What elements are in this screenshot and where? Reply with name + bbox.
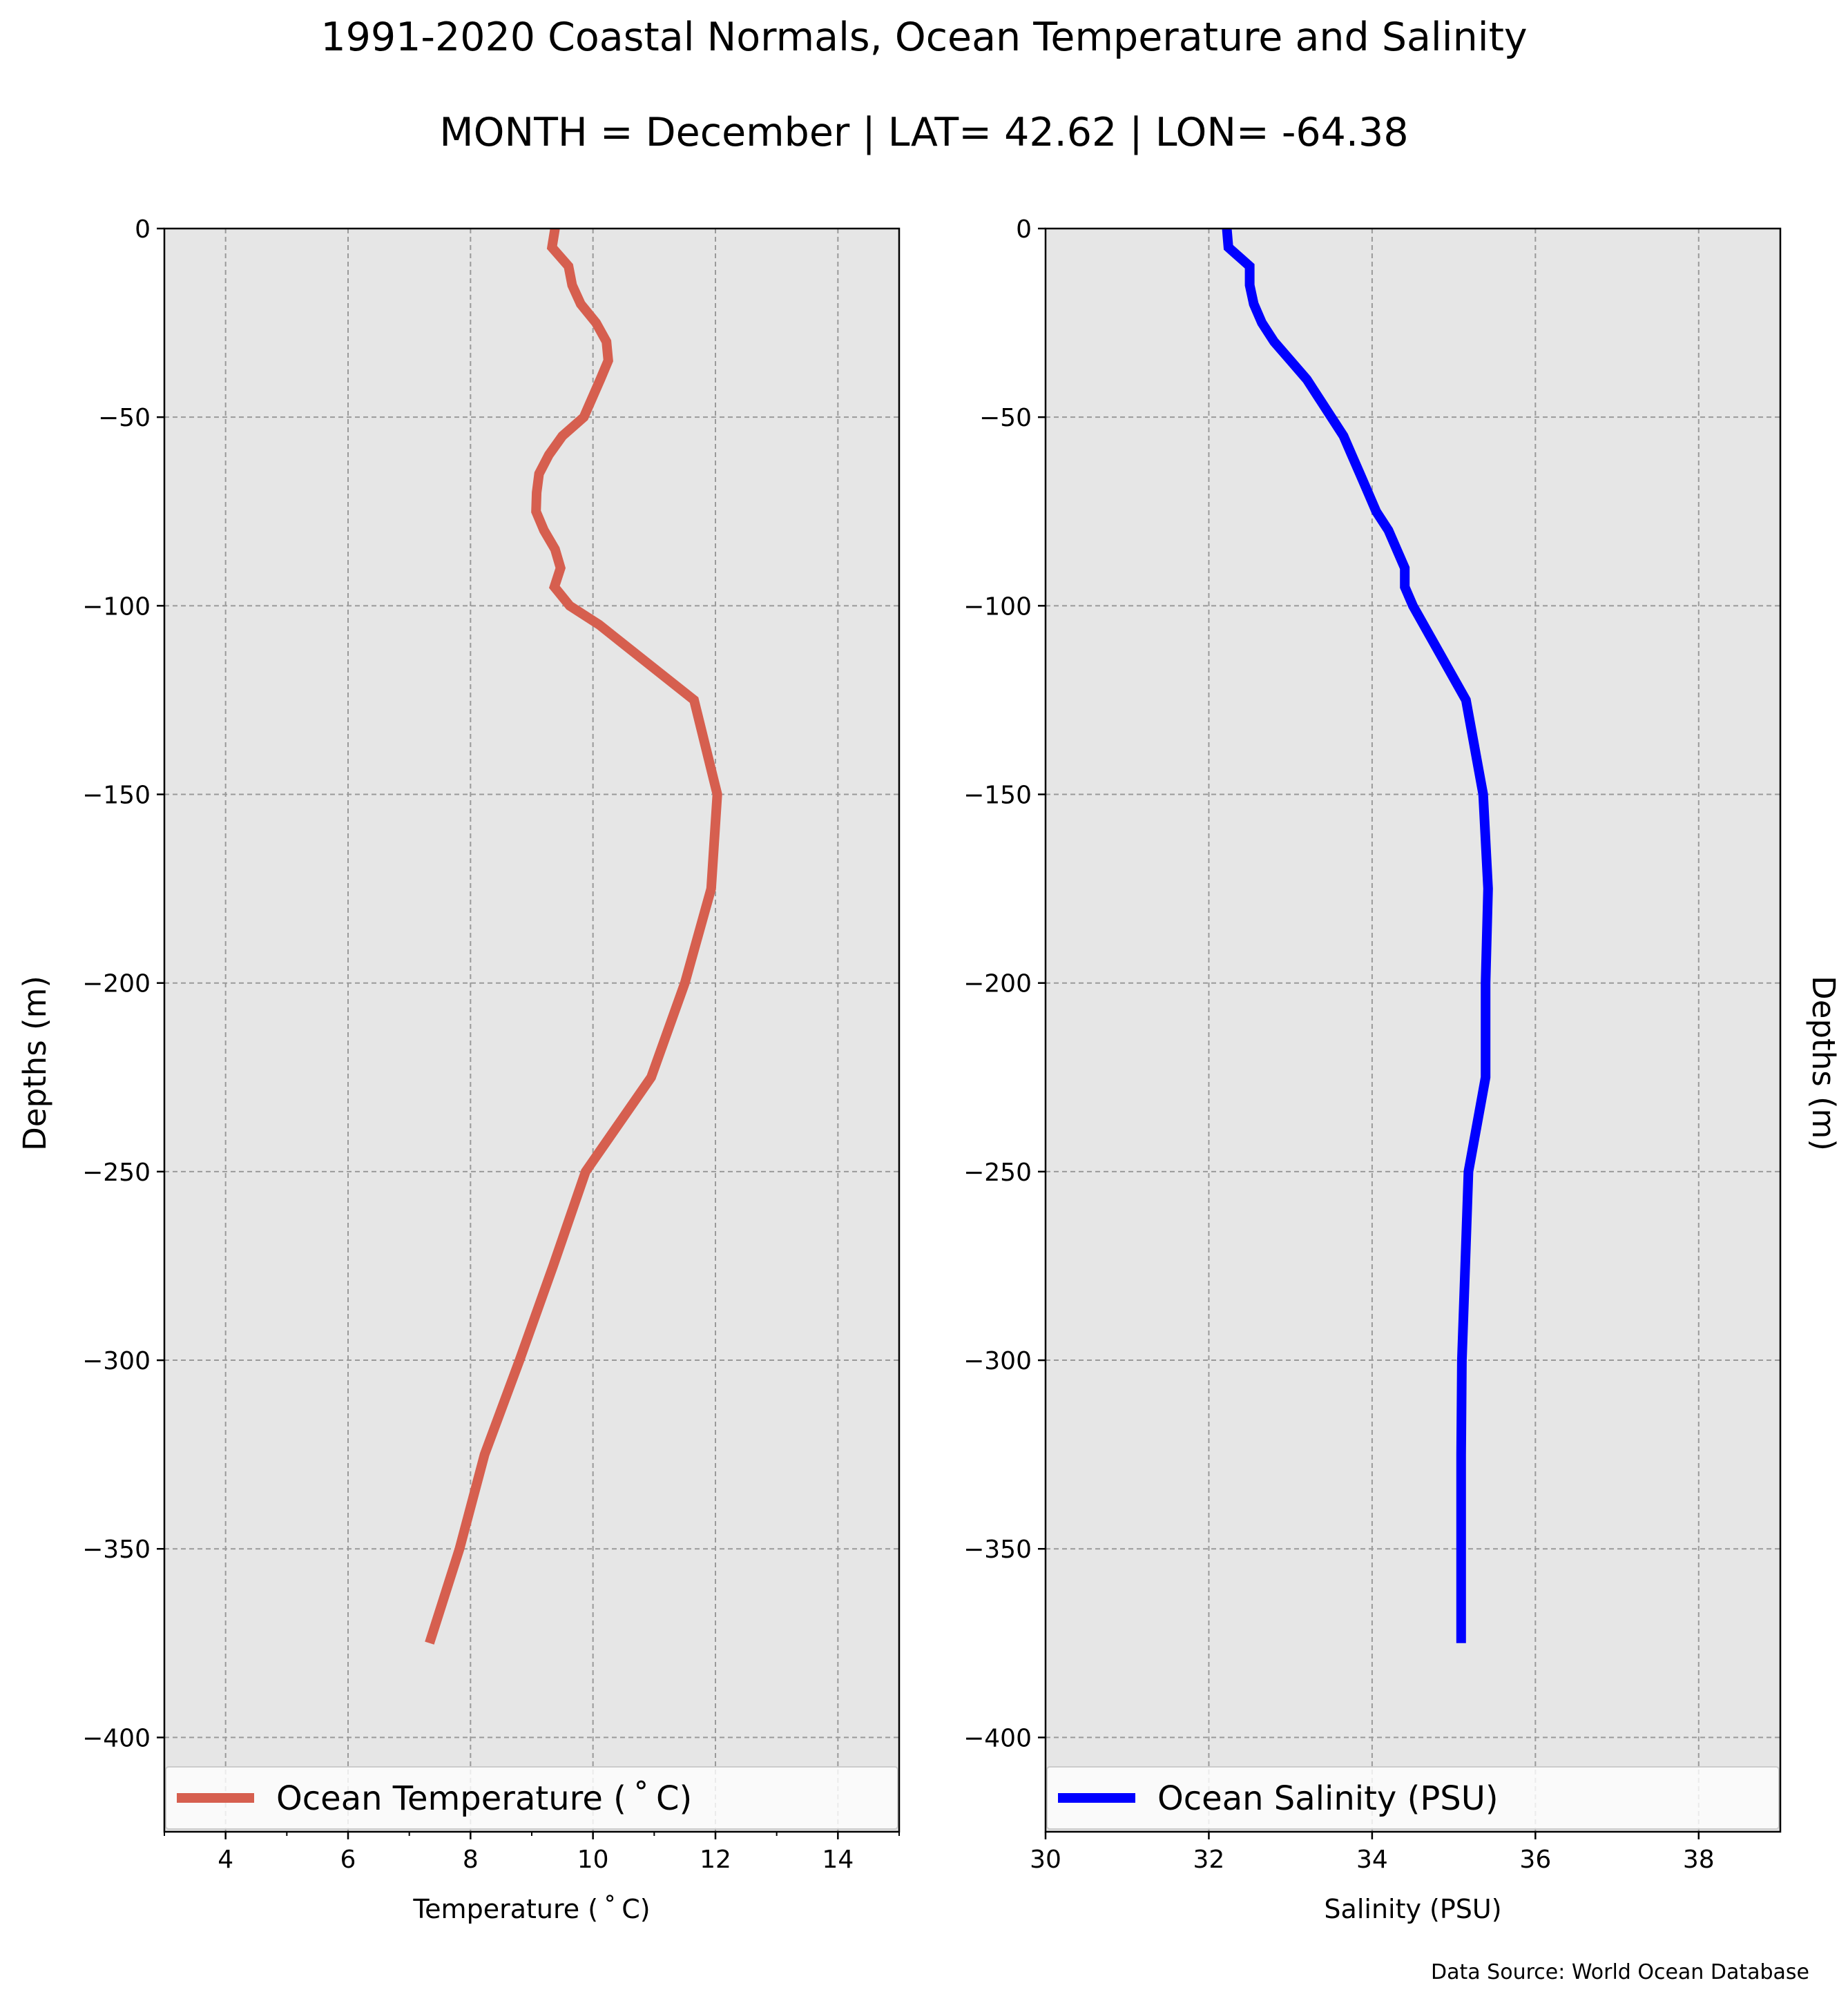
plot-background <box>164 229 899 1832</box>
depth-label-left: Depths (m) <box>17 976 53 1151</box>
y-tick-label: −250 <box>82 1159 151 1187</box>
x-tick-label: 8 <box>463 1846 479 1874</box>
data-point <box>1367 492 1368 493</box>
data-point <box>1249 284 1250 285</box>
data-point <box>568 266 569 267</box>
y-tick-label: −150 <box>82 782 151 810</box>
x-axis-label: Salinity (PSU) <box>1324 1894 1501 1924</box>
data-point <box>606 341 607 342</box>
data-point <box>484 1454 485 1455</box>
figure-subtitle: MONTH = December | LAT= 42.62 | LON= -64… <box>439 110 1408 155</box>
data-point <box>693 699 694 700</box>
x-tick-label: 4 <box>218 1846 233 1874</box>
y-tick-label: −350 <box>82 1536 151 1564</box>
data-point <box>548 454 549 455</box>
x-tick-label: 14 <box>822 1846 854 1874</box>
y-tick-label: −200 <box>82 970 151 998</box>
data-point <box>596 322 597 323</box>
x-tick-label: 32 <box>1193 1846 1225 1874</box>
legend: Ocean Salinity (PSU) <box>1046 1766 1780 1830</box>
data-point <box>1468 1171 1469 1172</box>
x-axis-label: Temperature ( ˚ C) <box>412 1894 650 1924</box>
x-tick-label: 12 <box>700 1846 731 1874</box>
y-tick-label: −300 <box>963 1347 1032 1375</box>
y-tick-label: −350 <box>963 1536 1032 1564</box>
data-point <box>519 1360 520 1361</box>
data-point <box>543 530 544 531</box>
y-tick-label: 0 <box>135 215 151 244</box>
y-tick-label: −150 <box>963 782 1032 810</box>
temperature-panel: Ocean Temperature ( ˚ C) 0 −50 −100 −150 −200… <box>82 215 901 1924</box>
x-tick-label: 38 <box>1683 1846 1715 1874</box>
y-tick-label: −400 <box>82 1724 151 1752</box>
x-tick-label: 36 <box>1519 1846 1551 1874</box>
legend-label: Ocean Temperature ( ˚ C) <box>276 1779 692 1818</box>
y-tick-label: 0 <box>1016 215 1032 244</box>
data-point <box>536 511 537 512</box>
data-point <box>554 587 555 588</box>
data-point <box>600 379 601 380</box>
legend: Ocean Temperature ( ˚ C) <box>165 1766 898 1830</box>
data-source-note: Data Source: World Ocean Database <box>1431 1960 1809 1984</box>
data-point <box>1290 360 1291 361</box>
x-tick-label: 6 <box>340 1846 356 1874</box>
legend-box <box>165 1766 898 1830</box>
x-tick-label: 34 <box>1356 1846 1388 1874</box>
data-point <box>1461 1360 1462 1361</box>
y-tick-label: −50 <box>979 404 1032 432</box>
data-point <box>1465 699 1466 700</box>
y-tick-label: −400 <box>963 1724 1032 1752</box>
data-point <box>1351 454 1352 455</box>
y-tick-label: −100 <box>82 592 151 621</box>
y-tick-label: −50 <box>98 404 151 432</box>
legend-box <box>1046 1766 1780 1830</box>
series-line-ocean-salinity-psu <box>1222 228 1493 1643</box>
y-tick-label: −250 <box>963 1159 1032 1187</box>
plot-background <box>1046 229 1780 1832</box>
x-tick-label: 30 <box>1030 1846 1061 1874</box>
data-point <box>1485 1077 1486 1078</box>
series-line-ocean-temperature-c <box>425 227 722 1645</box>
depth-label-right: Depths (m) <box>1805 976 1842 1151</box>
data-point <box>1388 530 1389 531</box>
x-tick-label: 10 <box>577 1846 609 1874</box>
y-tick-label: −100 <box>963 592 1032 621</box>
data-point <box>1274 341 1275 342</box>
data-point <box>717 794 718 795</box>
figure-title: 1991-2020 Coastal Normals, Ocean Tempera… <box>320 14 1527 60</box>
salinity-panel: Ocean Salinity (PSU) 0 −50 −100 −150 −200 −250… <box>963 215 1782 1924</box>
y-tick-label: −200 <box>963 970 1032 998</box>
legend-label: Ocean Salinity (PSU) <box>1157 1779 1499 1818</box>
data-point <box>1228 247 1229 248</box>
y-tick-label: −300 <box>82 1347 151 1375</box>
data-point <box>1249 266 1250 267</box>
axes-frame <box>1044 227 1782 1833</box>
